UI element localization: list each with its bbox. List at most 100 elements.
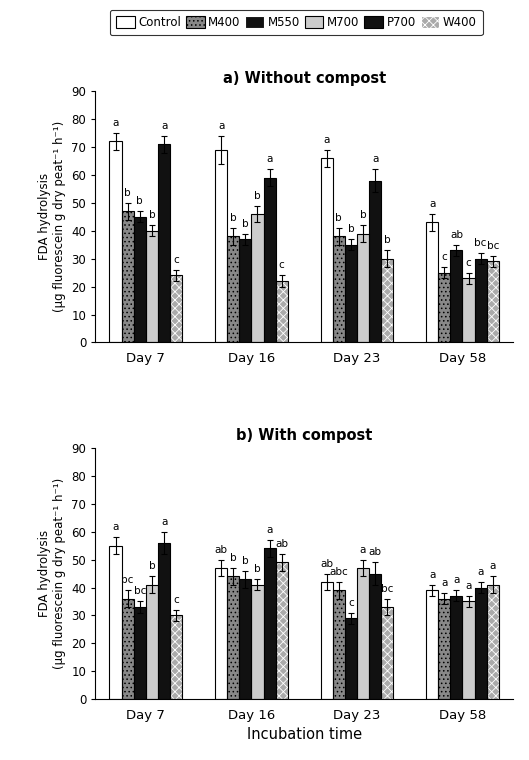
- Bar: [122, 211, 134, 343]
- Text: c: c: [466, 258, 471, 268]
- Text: b: b: [335, 213, 342, 223]
- Text: ab: ab: [369, 547, 381, 557]
- Bar: [170, 275, 183, 343]
- Bar: [251, 584, 263, 699]
- Bar: [146, 231, 158, 343]
- Text: b: b: [360, 211, 366, 220]
- Bar: [110, 546, 122, 699]
- Bar: [475, 587, 487, 699]
- Bar: [487, 261, 499, 343]
- Bar: [251, 214, 263, 343]
- Bar: [438, 599, 450, 699]
- Text: b: b: [230, 213, 236, 223]
- Bar: [158, 543, 170, 699]
- Text: a: a: [466, 581, 472, 591]
- Text: bc: bc: [487, 241, 499, 251]
- Bar: [239, 579, 251, 699]
- Bar: [122, 599, 134, 699]
- Bar: [251, 214, 263, 343]
- Y-axis label: FDA hydrolysis
(µg fluorescein g dry peat⁻¹ h⁻¹): FDA hydrolysis (µg fluorescein g dry pea…: [38, 478, 66, 670]
- Bar: [450, 250, 462, 343]
- Bar: [215, 150, 227, 343]
- Text: c: c: [174, 255, 179, 264]
- Bar: [215, 568, 227, 699]
- Bar: [438, 273, 450, 343]
- Bar: [426, 591, 438, 699]
- Bar: [450, 250, 462, 343]
- Bar: [158, 144, 170, 343]
- Bar: [438, 599, 450, 699]
- Text: a: a: [429, 199, 435, 209]
- Text: b: b: [242, 219, 249, 229]
- Bar: [462, 601, 475, 699]
- Bar: [450, 596, 462, 699]
- Bar: [263, 549, 276, 699]
- Text: a: a: [372, 154, 378, 164]
- Bar: [487, 584, 499, 699]
- Bar: [381, 607, 394, 699]
- Title: a) Without compost: a) Without compost: [223, 71, 386, 86]
- Bar: [146, 584, 158, 699]
- Bar: [263, 178, 276, 343]
- Bar: [227, 236, 239, 343]
- Text: ab: ab: [450, 230, 463, 239]
- Bar: [158, 144, 170, 343]
- Text: ab: ab: [215, 545, 227, 555]
- Bar: [276, 281, 288, 343]
- Bar: [333, 591, 345, 699]
- Bar: [345, 245, 357, 343]
- Bar: [345, 245, 357, 343]
- Text: bc: bc: [134, 587, 146, 597]
- Text: a: a: [453, 575, 460, 585]
- Bar: [369, 181, 381, 343]
- Title: b) With compost: b) With compost: [236, 428, 372, 442]
- Text: b: b: [149, 211, 155, 220]
- Bar: [475, 258, 487, 343]
- Text: b: b: [254, 191, 261, 201]
- Text: a: a: [323, 135, 330, 145]
- Text: c: c: [348, 597, 354, 608]
- Text: b: b: [254, 564, 261, 574]
- Bar: [426, 591, 438, 699]
- Bar: [110, 141, 122, 343]
- Bar: [357, 568, 369, 699]
- Bar: [487, 584, 499, 699]
- Text: b: b: [242, 556, 249, 565]
- Bar: [321, 158, 333, 343]
- Bar: [251, 584, 263, 699]
- Bar: [475, 587, 487, 699]
- Text: a: a: [112, 522, 118, 532]
- Bar: [321, 582, 333, 699]
- Text: a: a: [429, 570, 435, 580]
- Bar: [381, 258, 394, 343]
- Text: b: b: [136, 196, 143, 206]
- Text: abc: abc: [330, 567, 348, 577]
- Text: a: a: [490, 562, 496, 572]
- Text: b: b: [124, 188, 131, 198]
- X-axis label: Incubation time: Incubation time: [247, 727, 362, 743]
- Legend: Control, M400, M550, M700, P700, W400: Control, M400, M550, M700, P700, W400: [110, 10, 483, 35]
- Bar: [134, 607, 146, 699]
- Bar: [215, 150, 227, 343]
- Bar: [122, 599, 134, 699]
- Bar: [345, 618, 357, 699]
- Bar: [170, 616, 183, 699]
- Text: b: b: [384, 236, 390, 245]
- Bar: [276, 281, 288, 343]
- Bar: [122, 211, 134, 343]
- Text: bc: bc: [122, 575, 134, 585]
- Bar: [110, 141, 122, 343]
- Bar: [381, 607, 394, 699]
- Bar: [438, 273, 450, 343]
- Text: c: c: [279, 261, 285, 271]
- Text: a: a: [441, 578, 448, 588]
- Bar: [158, 543, 170, 699]
- Text: a: a: [161, 517, 167, 527]
- Bar: [462, 601, 475, 699]
- Bar: [263, 549, 276, 699]
- Bar: [381, 258, 394, 343]
- Bar: [276, 562, 288, 699]
- Text: a: a: [112, 118, 118, 128]
- Bar: [134, 607, 146, 699]
- Bar: [333, 236, 345, 343]
